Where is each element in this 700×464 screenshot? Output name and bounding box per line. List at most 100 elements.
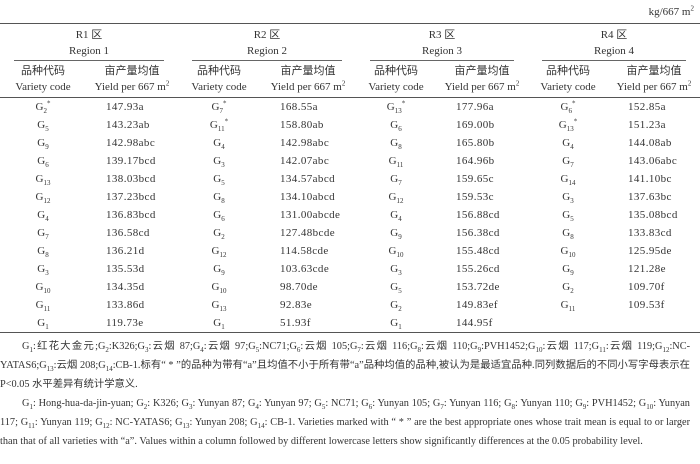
- table-row: G8 136.21d G12 114.58cde G10 155.48cd G10 125.9…: [0, 242, 700, 260]
- variety-code: G8: [213, 191, 225, 206]
- variety-code: G4: [390, 209, 402, 224]
- variety-code: G3: [562, 191, 574, 206]
- unit-label: kg/667 m2: [648, 4, 694, 18]
- variety-code: G13*: [558, 117, 578, 134]
- variety-code: G2: [213, 227, 225, 242]
- variety-code: G6: [213, 209, 225, 224]
- variety-code: G4: [562, 137, 574, 152]
- yield-value: 152.85a: [628, 101, 666, 113]
- table-row: G11 133.86d G13 92.83e G2 149.83ef G11 109.53f: [0, 296, 700, 314]
- table-row: G3 135.53d G9 103.63cde G3 155.26cd G9 121.28e: [0, 260, 700, 278]
- variety-code: G4: [37, 209, 49, 224]
- variety-code: G6*: [560, 99, 576, 116]
- yield-value: 136.21d: [106, 245, 145, 257]
- variety-code: G4: [213, 137, 225, 152]
- variety-code-header: 品种代码 Variety code: [0, 61, 86, 98]
- yield-value: 153.72de: [456, 281, 500, 293]
- yield-value: 169.00b: [456, 119, 495, 131]
- variety-code-header: 品种代码 Variety code: [178, 61, 260, 98]
- variety-code: G13*: [386, 99, 406, 116]
- variety-code: G1: [37, 317, 49, 332]
- variety-code: G5: [562, 209, 574, 224]
- yield-value: 92.83e: [280, 299, 313, 311]
- yield-value: 139.17bcd: [106, 155, 156, 167]
- variety-code: G8: [390, 137, 402, 152]
- yield-value: 159.53c: [456, 191, 494, 203]
- yield-value: 109.70f: [628, 281, 665, 293]
- variety-code: G5: [390, 281, 402, 296]
- table-row: G12 137.23bcd G8 134.10abcd G12 159.53c G3 137.…: [0, 188, 700, 206]
- yield-value: 168.55a: [280, 101, 318, 113]
- variety-code: G7*: [211, 99, 227, 116]
- variety-code: G10: [560, 245, 576, 260]
- yield-value: 159.65c: [456, 173, 494, 185]
- yield-value: 137.63bc: [628, 191, 672, 203]
- variety-code: G10: [388, 245, 404, 260]
- yield-value: 131.00abcde: [280, 209, 341, 221]
- yield-value: 156.88cd: [456, 209, 500, 221]
- yield-value: 121.28e: [628, 263, 666, 275]
- variety-code: G7: [390, 173, 402, 188]
- yield-value: 133.86d: [106, 299, 145, 311]
- table-footnotes: G1:红花大金元;G2:K326;G3:云烟 87;G4:云烟 97;G5:NC…: [0, 333, 690, 455]
- yield-value: 98.70de: [280, 281, 318, 293]
- yield-header: 亩产量均值 Yield per 667 m2: [86, 61, 178, 98]
- yield-value: 127.48bcde: [280, 227, 336, 239]
- yield-value: 143.23ab: [106, 119, 150, 131]
- variety-code: G2: [562, 281, 574, 296]
- variety-code: G9: [213, 263, 225, 278]
- yield-value: 125.95de: [628, 245, 672, 257]
- yield-value: 144.08ab: [628, 137, 672, 149]
- yield-value: 51.93f: [280, 317, 311, 329]
- table-row: G1 119.73e G1 51.93f G1 144.95f: [0, 314, 700, 333]
- variety-code: G8: [562, 227, 574, 242]
- variety-code: G10: [35, 281, 51, 296]
- footnote-paragraph: G1:红花大金元;G2:K326;G3:云烟 87;G4:云烟 97;G5:NC…: [0, 341, 691, 390]
- variety-code: G5: [213, 173, 225, 188]
- variety-code: G13: [35, 173, 51, 188]
- yield-value: 158.80ab: [280, 119, 324, 131]
- table-row: G6 139.17bcd G3 142.07abc G11 164.96b G7 143.06…: [0, 152, 700, 170]
- table-row: G7 136.58cd G2 127.48bcde G9 156.38cd G8 133.83…: [0, 224, 700, 242]
- table-row: G13 138.03bcd G5 134.57abcd G7 159.65c G14 141.…: [0, 170, 700, 188]
- yield-value: 119.73e: [106, 317, 144, 329]
- yield-table: R1 区 Region 1 R2 区 Region 2 R3 区 Region 3 R4 区…: [0, 23, 700, 333]
- yield-header: 亩产量均值 Yield per 667 m2: [260, 61, 356, 98]
- variety-code: G3: [390, 263, 402, 278]
- yield-value: 164.96b: [456, 155, 495, 167]
- variety-code: G2: [390, 299, 402, 314]
- variety-code: G11: [388, 155, 404, 170]
- yield-header: 亩产量均值 Yield per 667 m2: [608, 61, 700, 98]
- yield-value: 151.23a: [628, 119, 666, 131]
- variety-code: G5: [37, 119, 49, 134]
- yield-value: 177.96a: [456, 101, 494, 113]
- yield-value: 134.57abcd: [280, 173, 336, 185]
- yield-value: 135.08bcd: [628, 209, 678, 221]
- region-header: R2 区 Region 2: [178, 24, 356, 61]
- yield-value: 135.53d: [106, 263, 145, 275]
- yield-value: 138.03bcd: [106, 173, 156, 185]
- yield-value: 142.07abc: [280, 155, 330, 167]
- table-row: G4 136.83bcd G6 131.00abcde G4 156.88cd G5 135.…: [0, 206, 700, 224]
- variety-code: G8: [37, 245, 49, 260]
- variety-code: G9: [390, 227, 402, 242]
- variety-code: G1: [390, 317, 402, 332]
- variety-code: G12: [211, 245, 227, 260]
- variety-code: G9: [562, 263, 574, 278]
- table-row: G10 134.35d G10 98.70de G5 153.72de G2 109.70f: [0, 278, 700, 296]
- yield-value: 134.35d: [106, 281, 145, 293]
- yield-value: 136.83bcd: [106, 209, 156, 221]
- variety-code: G9: [37, 137, 49, 152]
- yield-value: 147.93a: [106, 101, 144, 113]
- variety-code: G7: [562, 155, 574, 170]
- table-row: G2* 147.93a G7* 168.55a G13* 177.96a G6* 152.85…: [0, 98, 700, 117]
- yield-value: 155.26cd: [456, 263, 500, 275]
- variety-code-header: 品种代码 Variety code: [356, 61, 436, 98]
- yield-value: 137.23bcd: [106, 191, 156, 203]
- yield-value: 133.83cd: [628, 227, 672, 239]
- region-header: R3 区 Region 3: [356, 24, 528, 61]
- table-row: G5 143.23ab G11* 158.80ab G6 169.00b G13* 151.2…: [0, 116, 700, 134]
- yield-value: 103.63cde: [280, 263, 330, 275]
- variety-code: G3: [213, 155, 225, 170]
